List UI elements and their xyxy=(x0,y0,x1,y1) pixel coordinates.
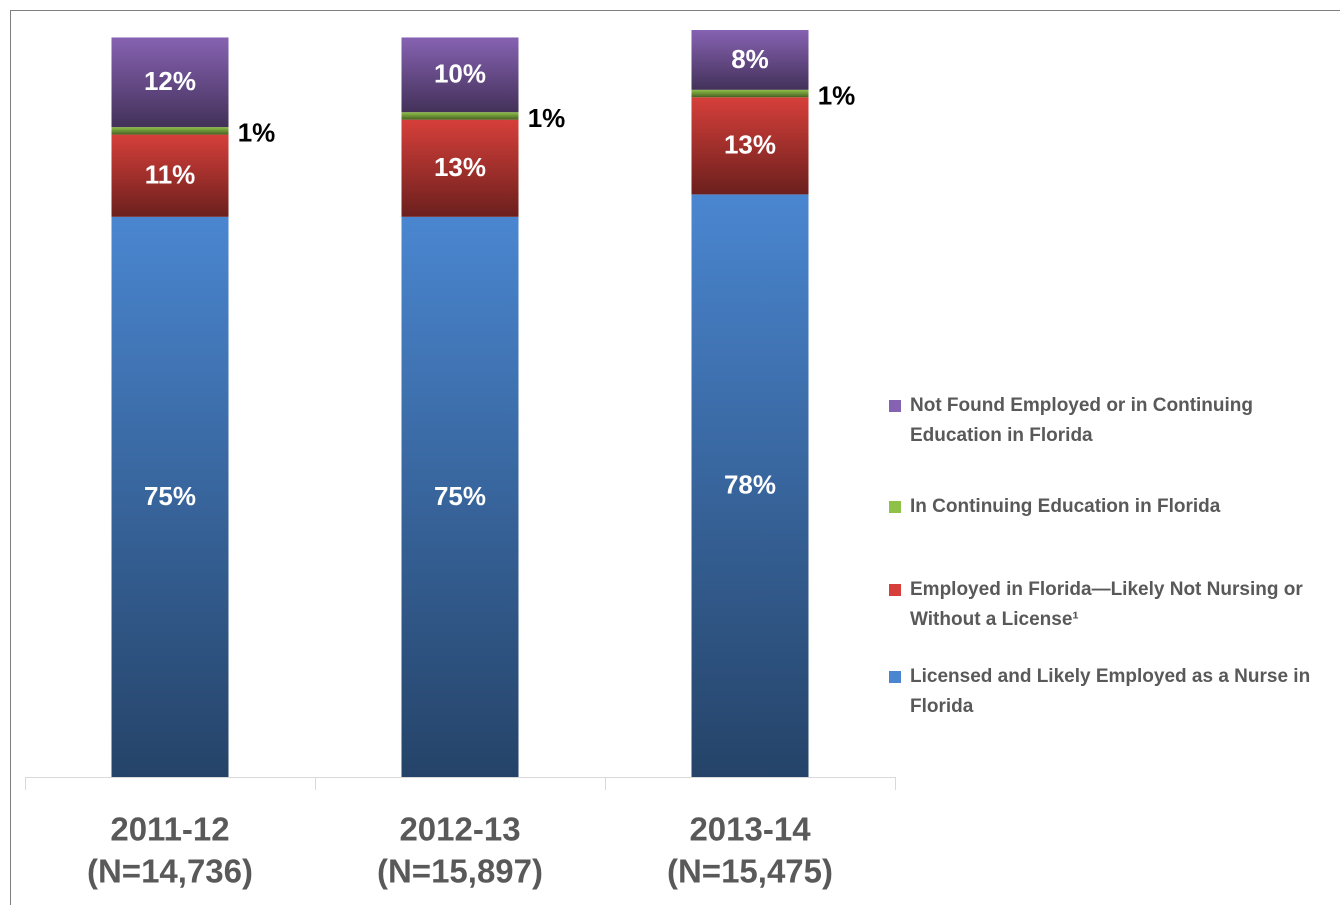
bar-shade xyxy=(401,119,519,217)
legend-swatch xyxy=(889,671,901,683)
bar-shade xyxy=(691,97,809,195)
x-tick-label: (N=15,475) xyxy=(667,853,833,890)
legend-label: Employed in Florida—Likely Not Nursing o… xyxy=(910,579,1303,630)
legend-entry: In Continuing Education in Florida xyxy=(889,492,1320,522)
legend-label: In Continuing Education in Florida xyxy=(910,496,1221,517)
data-label: 1% xyxy=(818,80,856,110)
bar-shade xyxy=(691,30,809,90)
bar-shade xyxy=(401,216,519,777)
legend-entry: Employed in Florida—Likely Not Nursing o… xyxy=(889,575,1320,635)
x-tick-label: 2013-14 xyxy=(689,811,811,848)
legend-entry: Not Found Employed or in Continuing Educ… xyxy=(889,391,1320,451)
data-label: 11% xyxy=(145,160,196,190)
bar-shade xyxy=(111,216,229,777)
data-label: 13% xyxy=(434,152,486,182)
data-label: 75% xyxy=(144,481,196,511)
legend-swatch xyxy=(889,400,901,412)
chart-border xyxy=(10,10,1340,905)
bar-shade xyxy=(691,194,809,778)
x-tick-label: (N=14,736) xyxy=(87,853,253,890)
data-label: 8% xyxy=(731,44,769,74)
data-label: 78% xyxy=(724,470,776,500)
legend-swatch xyxy=(889,501,901,513)
bar-shade xyxy=(111,37,229,128)
legend-label: Not Found Employed or in Continuing Educ… xyxy=(910,395,1254,446)
legend-entry: Licensed and Likely Employed as a Nurse … xyxy=(889,662,1320,722)
data-label: 13% xyxy=(724,130,776,160)
data-label: 1% xyxy=(238,118,276,148)
bar-shade xyxy=(691,89,809,98)
data-label: 10% xyxy=(434,59,486,89)
bar-shade xyxy=(401,37,519,113)
data-label: 12% xyxy=(144,66,196,96)
data-label: 75% xyxy=(434,481,486,511)
bar-shade xyxy=(401,112,519,120)
x-tick-label: (N=15,897) xyxy=(377,853,543,890)
legend-swatch xyxy=(889,584,901,596)
x-tick-label: 2012-13 xyxy=(399,811,520,848)
data-label: 1% xyxy=(528,103,566,133)
legend-label: Licensed and Likely Employed as a Nurse … xyxy=(910,666,1311,717)
bar-shade xyxy=(111,127,229,135)
bar-shade xyxy=(111,134,229,217)
x-tick-label: 2011-12 xyxy=(110,811,229,848)
